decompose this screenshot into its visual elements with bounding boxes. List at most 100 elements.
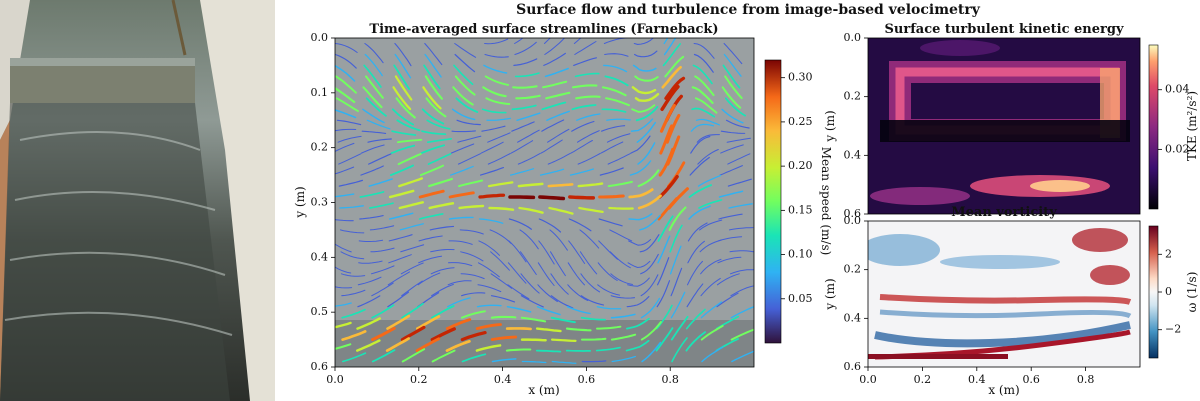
vorticity-xlabel: x (m): [988, 383, 1019, 397]
streamline-panel: Time-averaged surface streamlines (Farne…: [293, 22, 833, 397]
streamline: [394, 42, 412, 67]
streamline: [693, 53, 714, 73]
streamline: [566, 306, 591, 315]
streamline: [541, 101, 567, 111]
streamline: [368, 153, 392, 165]
streamline: [514, 41, 537, 56]
streamline-y-tick: 0.5: [311, 305, 329, 318]
streamline: [567, 284, 589, 302]
streamline: [400, 325, 426, 342]
streamline: [460, 273, 485, 280]
speed-colorbar-tick: 0.15: [788, 203, 813, 216]
streamline: [600, 141, 624, 154]
streamline: [697, 174, 722, 187]
streamline: [420, 144, 446, 155]
streamline: [426, 119, 451, 130]
streamline: [640, 274, 659, 297]
streamline: [655, 327, 674, 352]
streamline: [505, 327, 532, 331]
streamline: [580, 337, 607, 341]
streamline: [424, 42, 443, 66]
streamline: [597, 262, 618, 281]
streamline: [719, 165, 743, 176]
vorticity-y-tick: 0.2: [844, 263, 862, 276]
streamline: [717, 256, 742, 264]
streamline: [576, 113, 601, 121]
streamline: [570, 140, 593, 154]
streamline: [568, 240, 586, 264]
streamline: [424, 75, 443, 100]
streamline: [698, 199, 723, 209]
streamline: [364, 75, 384, 99]
streamline: [360, 165, 384, 176]
streamline: [366, 119, 391, 130]
streamline: [430, 248, 455, 253]
streamline: [458, 204, 485, 210]
streamline: [395, 97, 416, 119]
streamline: [568, 218, 592, 232]
streamline: [338, 179, 364, 187]
streamline-y-tick: 0.4: [311, 250, 329, 263]
streamline: [580, 295, 605, 306]
tke-panel: Surface turbulent kinetic energy y (m) 0…: [823, 22, 1199, 220]
streamline: [487, 152, 511, 165]
streamline-title: Time-averaged surface streamlines (Farne…: [369, 22, 718, 37]
streamline: [391, 130, 417, 136]
streamline: [699, 219, 723, 231]
streamline: [510, 140, 534, 154]
streamline: [445, 318, 472, 331]
streamline: [575, 95, 601, 100]
speed-colorbar-label: Mean speed (m/s): [819, 147, 833, 256]
streamline: [490, 335, 518, 342]
vorticity-colorbar-label: ω (1/s): [1185, 272, 1199, 313]
streamline: [393, 64, 411, 90]
streamline: [520, 338, 547, 342]
streamline: [628, 239, 652, 246]
streamline: [418, 189, 445, 199]
streamline: [625, 339, 650, 352]
streamline: [668, 206, 687, 231]
streamline-y-ticks: 0.0 0.1 0.2 0.3 0.4 0.5 0.6: [311, 31, 335, 373]
streamline: [421, 130, 447, 136]
streamline: [506, 305, 532, 313]
streamline: [701, 346, 724, 363]
streamline: [369, 225, 395, 231]
streamline: [357, 276, 382, 286]
streamline: [580, 316, 606, 321]
streamline: [521, 360, 547, 364]
streamline: [448, 216, 474, 220]
streamline: [335, 75, 357, 94]
streamline: [728, 203, 753, 209]
streamline: [484, 53, 509, 58]
streamline: [691, 107, 716, 118]
streamline: [418, 235, 443, 242]
streamline: [428, 177, 453, 188]
streamline: [700, 277, 721, 297]
streamline: [392, 86, 412, 111]
vorticity-colorbar-ticks: 2 0 −2: [1158, 247, 1181, 336]
streamline: [550, 273, 569, 295]
streamline: [447, 297, 471, 308]
streamline-background: [335, 38, 754, 367]
streamline: [720, 130, 746, 134]
streamline: [637, 142, 656, 165]
streamline: [515, 94, 541, 100]
streamline: [722, 64, 741, 89]
streamline: [430, 327, 456, 342]
streamline: [724, 75, 743, 100]
tke-y-tick: 0.6: [844, 207, 862, 220]
streamline: [536, 305, 561, 316]
streamline: [448, 262, 473, 267]
streamline-y-tick: 0.6: [311, 360, 329, 373]
streamline: [730, 269, 754, 275]
streamline: [486, 117, 512, 121]
streamline: [491, 358, 517, 363]
streamline: [550, 295, 574, 309]
streamline: [539, 168, 565, 176]
streamline: [340, 273, 366, 277]
streamline: [607, 180, 633, 188]
streamline: [386, 314, 411, 330]
streamline: [401, 348, 426, 363]
streamline: [401, 280, 423, 297]
streamline: [547, 183, 574, 188]
